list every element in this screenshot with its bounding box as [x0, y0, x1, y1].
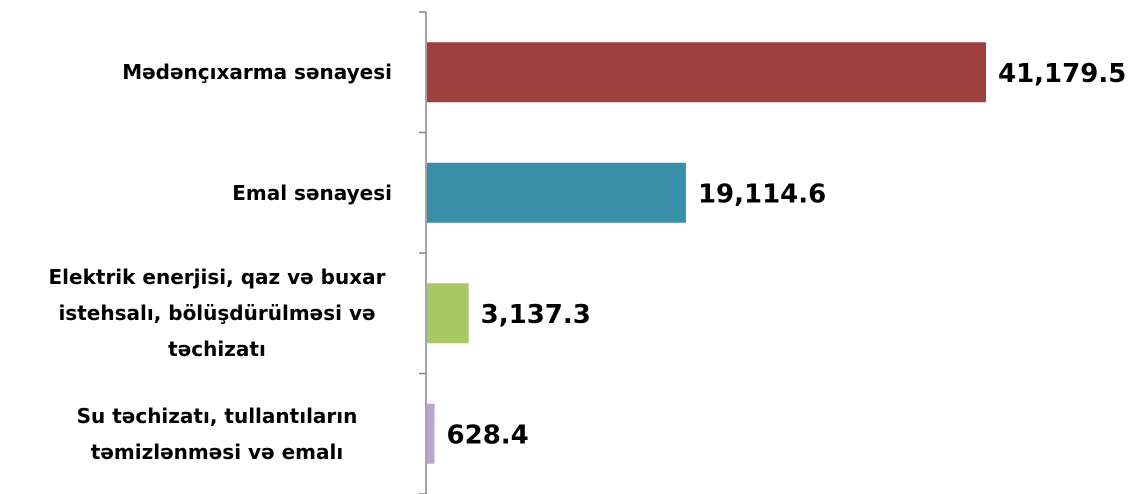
value-label: 628.4: [447, 420, 529, 450]
value-label: 19,114.6: [698, 179, 826, 209]
category-text: Mədənçıxarma sənayesi: [122, 60, 392, 85]
category-text: Elektrik enerjisi, qaz və buxar istehsal…: [48, 265, 386, 362]
bar: [427, 283, 469, 344]
category-text: Emal sənayesi: [232, 180, 392, 205]
value-label: 3,137.3: [481, 300, 591, 330]
category-label: Emal sənayesi: [0, 133, 392, 254]
bar: [427, 403, 435, 464]
category-label: Su təchizatı, tullantıların təmizlənməsi…: [0, 374, 392, 494]
bar: [427, 42, 986, 103]
value-label: 41,179.5: [998, 59, 1126, 89]
category-label: Mədənçıxarma sənayesi: [0, 12, 392, 133]
category-text: Su təchizatı, tullantıların təmizlənməsi…: [76, 403, 358, 464]
bar: [427, 162, 686, 223]
category-label: Elektrik enerjisi, qaz və buxar istehsal…: [0, 253, 392, 374]
